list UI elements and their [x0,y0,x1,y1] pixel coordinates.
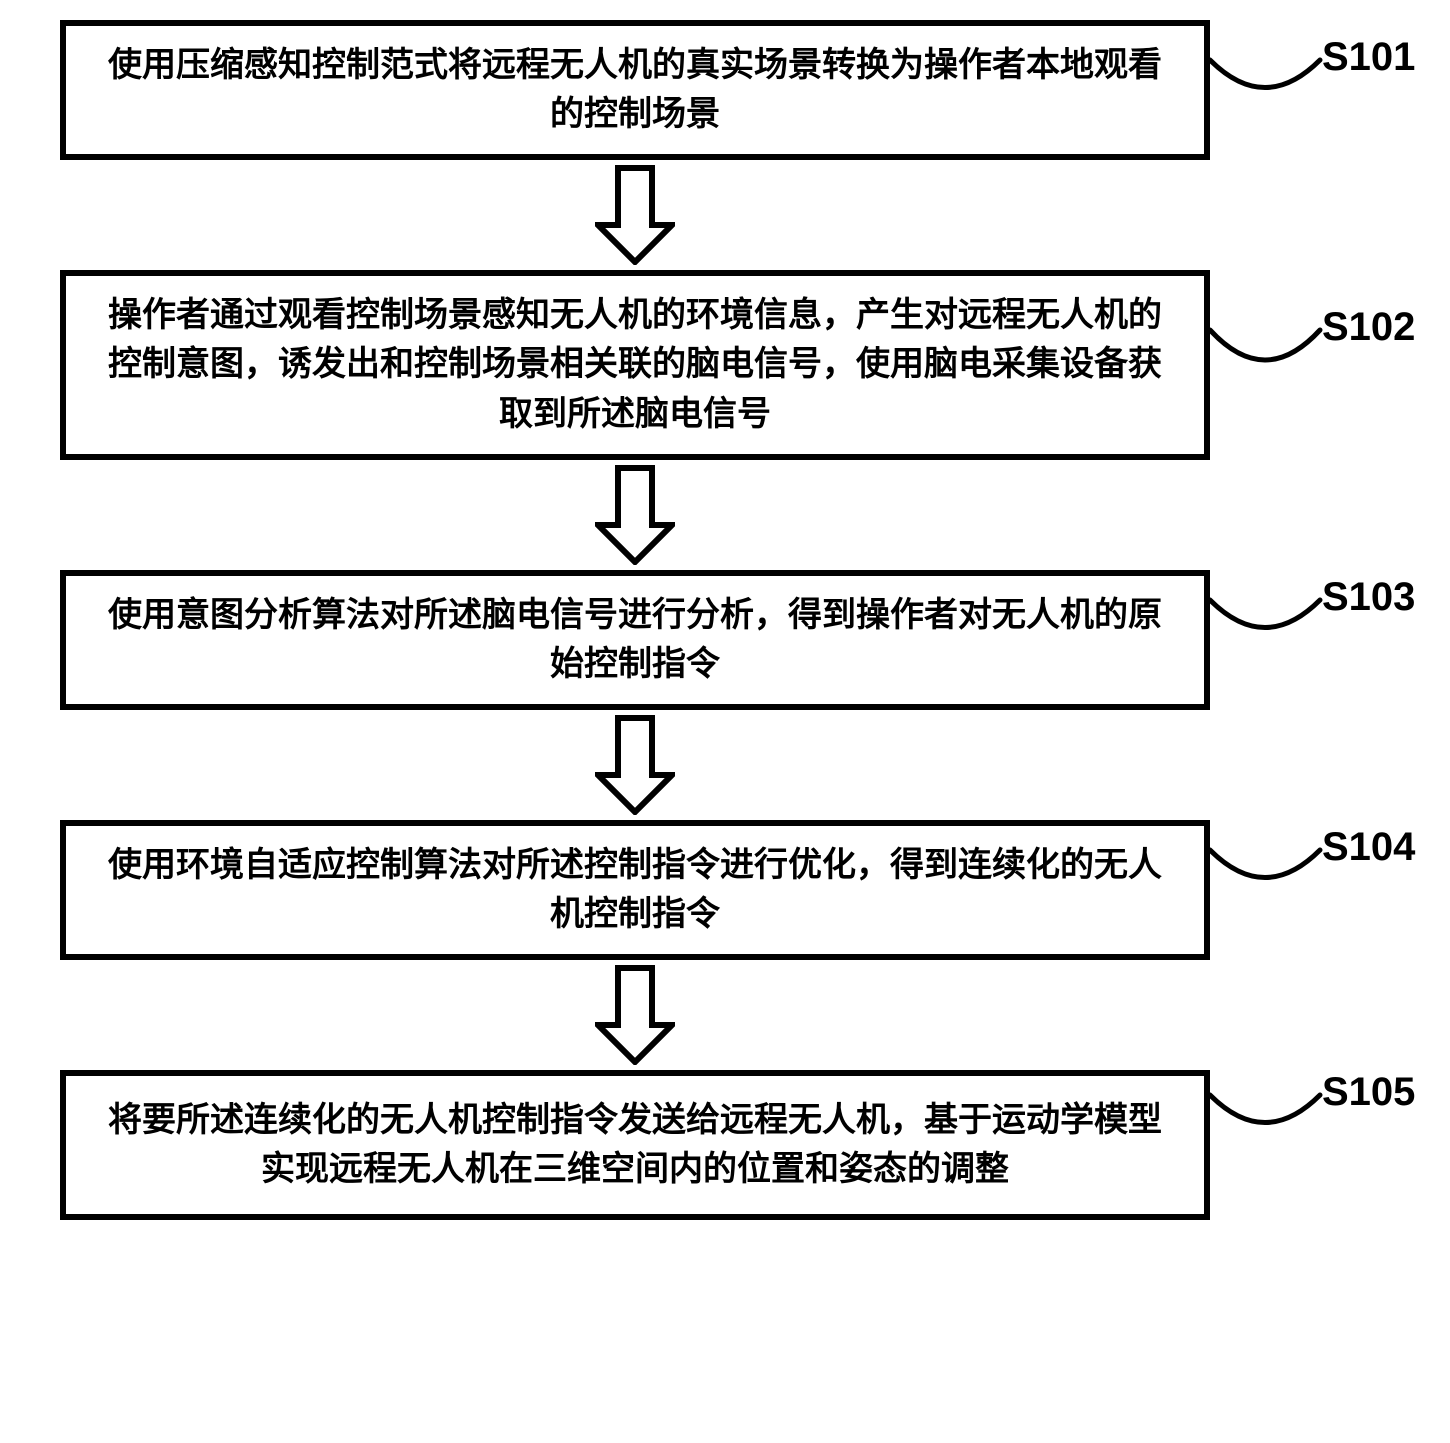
step-label-s103: S103 [1322,575,1415,620]
flow-arrow [60,160,1210,270]
flow-row-s102: 操作者通过观看控制场景感知无人机的环境信息，产生对远程无人机的控制意图，诱发出和… [60,270,1450,460]
flow-node-s103: 使用意图分析算法对所述脑电信号进行分析，得到操作者对无人机的原始控制指令 [60,570,1210,710]
flow-arrow [60,460,1210,570]
flow-row-s103: 使用意图分析算法对所述脑电信号进行分析，得到操作者对无人机的原始控制指令 S103 [60,570,1450,710]
flow-node-s101: 使用压缩感知控制范式将远程无人机的真实场景转换为操作者本地观看的控制场景 [60,20,1210,160]
flow-row-s101: 使用压缩感知控制范式将远程无人机的真实场景转换为操作者本地观看的控制场景 S101 [60,20,1450,160]
flow-node-text: 操作者通过观看控制场景感知无人机的环境信息，产生对远程无人机的控制意图，诱发出和… [106,291,1164,439]
flow-node-text: 将要所述连续化的无人机控制指令发送给远程无人机，基于运动学模型实现远程无人机在三… [106,1096,1164,1195]
flow-arrow [60,960,1210,1070]
flow-node-s104: 使用环境自适应控制算法对所述控制指令进行优化，得到连续化的无人机控制指令 [60,820,1210,960]
flow-row-s104: 使用环境自适应控制算法对所述控制指令进行优化，得到连续化的无人机控制指令 S104 [60,820,1450,960]
flow-node-s102: 操作者通过观看控制场景感知无人机的环境信息，产生对远程无人机的控制意图，诱发出和… [60,270,1210,460]
flow-node-text: 使用环境自适应控制算法对所述控制指令进行优化，得到连续化的无人机控制指令 [106,841,1164,940]
flowchart: 使用压缩感知控制范式将远程无人机的真实场景转换为操作者本地观看的控制场景 S101… [0,20,1450,1220]
flow-node-text: 使用意图分析算法对所述脑电信号进行分析，得到操作者对无人机的原始控制指令 [106,591,1164,690]
step-label-s105: S105 [1322,1070,1415,1115]
flow-node-text: 使用压缩感知控制范式将远程无人机的真实场景转换为操作者本地观看的控制场景 [106,41,1164,140]
flow-node-s105: 将要所述连续化的无人机控制指令发送给远程无人机，基于运动学模型实现远程无人机在三… [60,1070,1210,1220]
step-label-s102: S102 [1322,305,1415,350]
step-label-s104: S104 [1322,825,1415,870]
flow-row-s105: 将要所述连续化的无人机控制指令发送给远程无人机，基于运动学模型实现远程无人机在三… [60,1070,1450,1220]
flow-arrow [60,710,1210,820]
step-label-s101: S101 [1322,35,1415,80]
step-connector [1210,270,1440,460]
